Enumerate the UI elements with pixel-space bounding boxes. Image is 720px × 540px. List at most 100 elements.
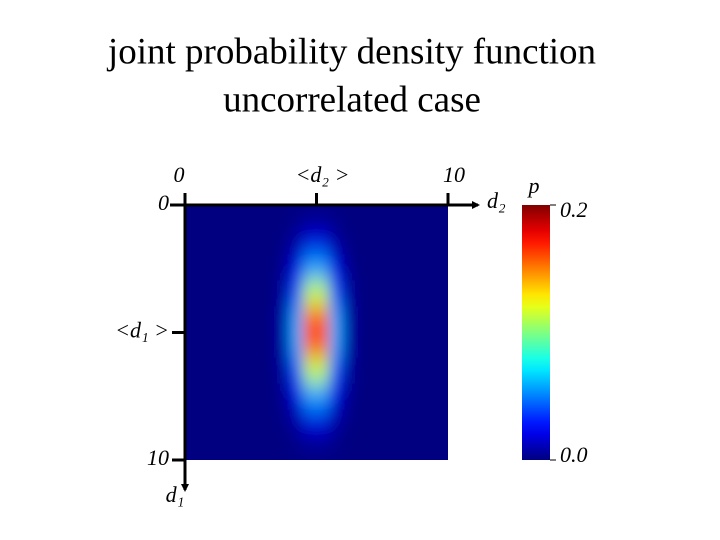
heat-cell bbox=[237, 205, 252, 231]
heat-cell bbox=[434, 255, 448, 282]
heat-cell bbox=[237, 357, 252, 384]
heat-cell bbox=[421, 230, 436, 257]
heat-cell bbox=[329, 230, 344, 257]
heat-cell bbox=[197, 332, 212, 359]
heat-cell bbox=[250, 357, 265, 384]
x-tick-label: <d₂ > bbox=[296, 162, 350, 187]
heat-cell bbox=[237, 281, 252, 308]
heat-cell bbox=[434, 281, 448, 308]
heat-cell bbox=[197, 255, 212, 282]
heat-cell bbox=[263, 408, 278, 435]
heat-cell bbox=[302, 383, 317, 410]
heat-cell bbox=[408, 383, 423, 410]
heat-cell bbox=[185, 408, 199, 435]
heat-cell bbox=[394, 383, 410, 410]
heat-cell bbox=[276, 357, 291, 384]
heat-cell bbox=[185, 332, 199, 359]
heat-cell bbox=[263, 255, 278, 282]
heat-cell bbox=[368, 281, 383, 308]
heat-cell bbox=[342, 332, 357, 359]
y-axis-label: d₁ bbox=[166, 482, 185, 507]
heat-cell bbox=[263, 205, 278, 231]
heat-cell bbox=[302, 306, 317, 333]
heat-cell bbox=[434, 357, 448, 384]
heat-cell bbox=[223, 281, 239, 308]
heat-cell bbox=[185, 434, 199, 460]
heat-cell bbox=[394, 408, 410, 435]
colorbar-tick-label: 0.0 bbox=[560, 442, 588, 467]
heat-cell bbox=[394, 357, 410, 384]
heat-cell bbox=[408, 205, 423, 231]
heat-cell bbox=[355, 434, 370, 460]
heat-cell bbox=[316, 281, 331, 308]
heat-cell bbox=[355, 255, 370, 282]
heat-cell bbox=[329, 408, 344, 435]
heat-cell bbox=[342, 281, 357, 308]
heat-cell bbox=[394, 332, 410, 359]
heat-cell bbox=[368, 383, 383, 410]
heat-cell bbox=[197, 434, 212, 460]
heat-cell bbox=[368, 230, 383, 257]
heat-cell bbox=[368, 255, 383, 282]
heat-cell bbox=[329, 281, 344, 308]
heat-cell bbox=[381, 383, 396, 410]
heat-cell bbox=[250, 383, 265, 410]
heat-cell bbox=[316, 230, 331, 257]
heatmap bbox=[185, 205, 448, 460]
heat-cell bbox=[237, 306, 252, 333]
heat-cell bbox=[394, 255, 410, 282]
heat-cell bbox=[434, 306, 448, 333]
heat-cell bbox=[289, 332, 304, 359]
heat-cell bbox=[197, 281, 212, 308]
heat-cell bbox=[250, 332, 265, 359]
heat-cell bbox=[276, 332, 291, 359]
colorbar-label: p bbox=[527, 173, 540, 198]
heat-cell bbox=[276, 383, 291, 410]
heat-cell bbox=[289, 281, 304, 308]
heat-cell bbox=[185, 383, 199, 410]
heat-cell bbox=[185, 357, 199, 384]
heat-cell bbox=[223, 306, 239, 333]
heat-cell bbox=[289, 306, 304, 333]
heat-cell bbox=[223, 205, 239, 231]
heat-cell bbox=[342, 255, 357, 282]
heat-cell bbox=[342, 357, 357, 384]
heat-cell bbox=[302, 255, 317, 282]
heat-cell bbox=[289, 408, 304, 435]
heat-cell bbox=[368, 408, 383, 435]
heat-cell bbox=[355, 306, 370, 333]
heat-cell bbox=[316, 408, 331, 435]
heat-cell bbox=[210, 230, 225, 257]
heat-cell bbox=[263, 383, 278, 410]
heat-cell bbox=[263, 357, 278, 384]
heat-cell bbox=[329, 357, 344, 384]
x-axis-label: d₂ bbox=[487, 188, 506, 213]
heat-cell bbox=[394, 306, 410, 333]
heat-cell bbox=[368, 205, 383, 231]
y-tick-label: <d₁ > bbox=[115, 318, 169, 343]
heat-cell bbox=[197, 205, 212, 231]
heat-cell bbox=[355, 281, 370, 308]
heat-cell bbox=[210, 281, 225, 308]
heat-cell bbox=[421, 281, 436, 308]
heat-cell bbox=[408, 408, 423, 435]
heat-cell bbox=[316, 357, 331, 384]
heat-cell bbox=[276, 230, 291, 257]
heat-cell bbox=[185, 230, 199, 257]
heat-cell bbox=[434, 383, 448, 410]
heat-cell bbox=[421, 434, 436, 460]
heat-cell bbox=[263, 281, 278, 308]
heat-cell bbox=[223, 408, 239, 435]
heat-cell bbox=[381, 332, 396, 359]
heat-cell bbox=[210, 332, 225, 359]
heat-cell bbox=[355, 332, 370, 359]
heat-cell bbox=[368, 306, 383, 333]
heat-cell bbox=[276, 306, 291, 333]
heat-cell bbox=[355, 205, 370, 231]
heat-cell bbox=[197, 383, 212, 410]
heat-cell bbox=[263, 332, 278, 359]
heat-cell bbox=[250, 205, 265, 231]
heat-cell bbox=[250, 306, 265, 333]
heat-cell bbox=[342, 306, 357, 333]
heat-cell bbox=[210, 408, 225, 435]
